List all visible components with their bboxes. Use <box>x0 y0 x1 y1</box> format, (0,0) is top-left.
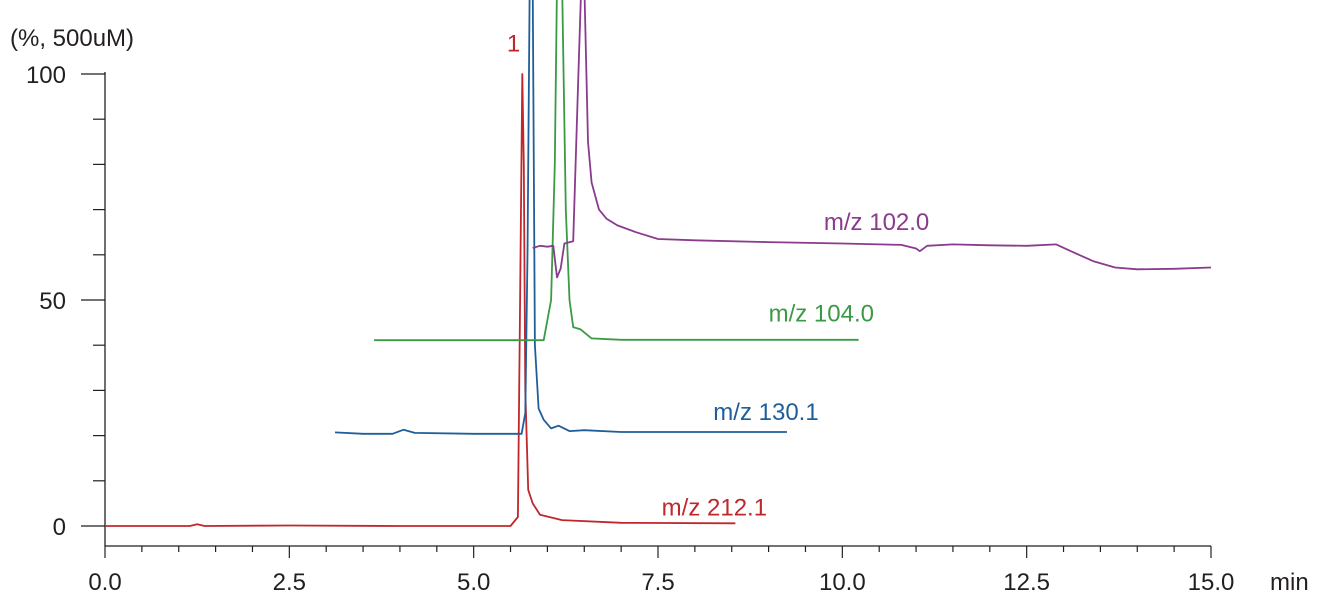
series-label-1: m/z 130.1 <box>713 399 818 426</box>
y-axis-label: (%, 500uM) <box>10 25 134 52</box>
series-label-2: m/z 104.0 <box>769 301 874 328</box>
labels-layer: m/z 212.1 m/z 130.1 m/z 104.0 m/z 102.0 1 <box>507 30 929 521</box>
x-tick-label: 10.0 <box>819 569 866 596</box>
series-line-1 <box>334 0 787 435</box>
y-tick-label: 100 <box>26 62 66 89</box>
series-line-0 <box>105 73 736 527</box>
series-line-2 <box>374 0 859 342</box>
series-line-3 <box>532 0 1212 279</box>
x-tick-label: 5.0 <box>457 569 490 596</box>
axes: 0.0 2.5 5.0 7.5 10.0 12.5 15.0 0 50 100 <box>26 62 1234 596</box>
x-tick-label: 12.5 <box>1003 569 1050 596</box>
series-label-3: m/z 102.0 <box>824 209 929 236</box>
x-tick-label: 2.5 <box>273 569 306 596</box>
y-tick-label: 50 <box>39 288 66 315</box>
series-layer <box>105 0 1212 527</box>
x-axis-unit-label: min <box>1270 569 1309 596</box>
x-tick-label: 7.5 <box>641 569 674 596</box>
x-tick-label: 0.0 <box>88 569 121 596</box>
x-tick-label: 15.0 <box>1188 569 1235 596</box>
y-tick-label: 0 <box>53 514 66 541</box>
peak-annotation: 1 <box>507 30 520 57</box>
series-label-0: m/z 212.1 <box>662 495 767 522</box>
